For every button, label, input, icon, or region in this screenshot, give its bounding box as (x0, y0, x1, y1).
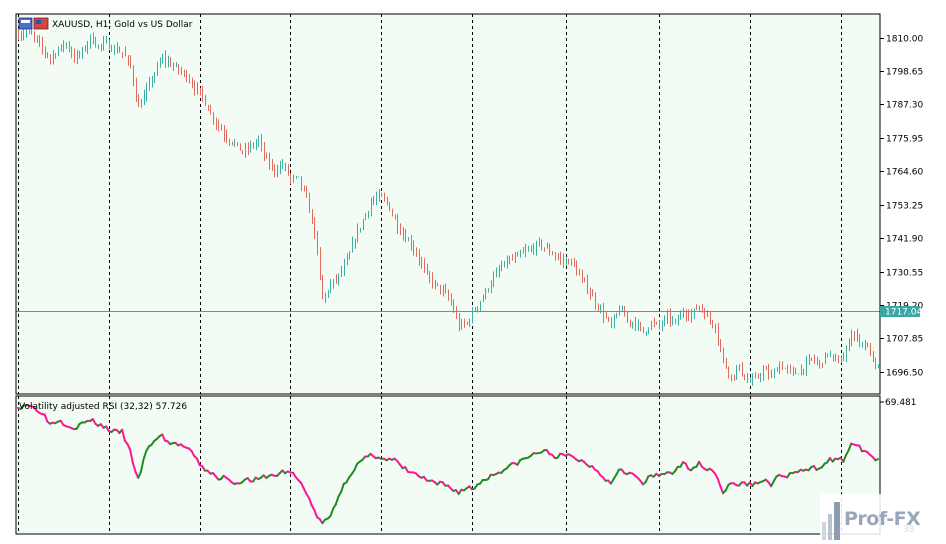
indicator-segment (329, 507, 335, 518)
prof-fx-logo (820, 494, 946, 544)
price-axis-label: 1707.85 (886, 335, 923, 345)
price-axis-label: 1696.50 (886, 369, 923, 379)
indicator-segment (874, 458, 879, 462)
price-axis-label: 1810.00 (886, 35, 923, 45)
price-axis-label: 1775.95 (886, 135, 923, 145)
current-price-tag-box (880, 306, 920, 317)
price-axis-label: 1764.60 (886, 168, 923, 178)
indicator-top-value: 69.481 (885, 398, 917, 408)
indicator-pane-background (16, 396, 880, 534)
indicator-pane: Volatility adjusted RSI (32,32) 57.726 6… (15, 395, 917, 535)
main-pane: XAUUSD, H1: Gold vs US Dollar 1810.00 179… (15, 13, 923, 395)
indicator-segment (161, 433, 166, 442)
indicator-segment (195, 457, 201, 467)
price-axis-label: 1741.90 (886, 235, 923, 245)
indicator-segment (137, 470, 142, 479)
indicator-segment (139, 458, 145, 473)
current-price-tag-label: 1717.04 (885, 308, 922, 318)
price-axis-label: 1787.30 (886, 101, 923, 111)
price-axis-label: 1753.25 (886, 202, 923, 212)
chart-title: XAUUSD, H1: Gold vs US Dollar (52, 20, 193, 30)
indicator-segment (716, 477, 722, 488)
symbol-title: XAUUSD, H1: Gold vs US Dollar (18, 17, 193, 30)
main-pane-border (15, 13, 881, 395)
logo-bar-3 (822, 522, 826, 540)
indicator-segment (126, 443, 132, 451)
indicator-segment (334, 495, 340, 506)
current-price-tag: 1717.04 (880, 306, 922, 318)
price-axis-label: 1798.65 (886, 68, 923, 78)
main-pane-background (16, 14, 880, 394)
indicator-segment (719, 485, 725, 495)
indicator-segment (644, 475, 650, 484)
price-axis-label: 1730.55 (886, 269, 923, 279)
indicator-segment (308, 497, 313, 507)
indicator-segment (300, 481, 305, 490)
indicator-segment (858, 444, 863, 453)
indicator-segment (131, 461, 137, 473)
indicator-segment (684, 462, 690, 471)
indicator-segment (313, 509, 319, 519)
indicator-segment (121, 428, 126, 442)
indicator-segment (43, 413, 49, 423)
indicator-segment (340, 482, 345, 493)
indicator-pane-border (15, 395, 881, 535)
indicator-segment (724, 483, 730, 492)
indicator-segment (353, 462, 359, 471)
logo-background (820, 494, 946, 544)
indicator-segment (129, 448, 134, 464)
symbol-flag-canton (36, 20, 41, 24)
logo-text: Prof-FX (844, 508, 921, 530)
indicator-segment (847, 442, 853, 452)
indicator-segment (842, 454, 847, 463)
indicator-segment (302, 487, 308, 495)
symbol-flag-icon (18, 17, 33, 30)
logo-bar-1 (834, 502, 840, 540)
logo-bar-2 (828, 514, 832, 540)
indicator-segment (142, 450, 148, 461)
indicator-label: Volatility adjusted RSI (32,32) 57.726 (19, 402, 187, 412)
indicator-line (17, 404, 879, 525)
symbol-flag-stripe (21, 20, 30, 23)
